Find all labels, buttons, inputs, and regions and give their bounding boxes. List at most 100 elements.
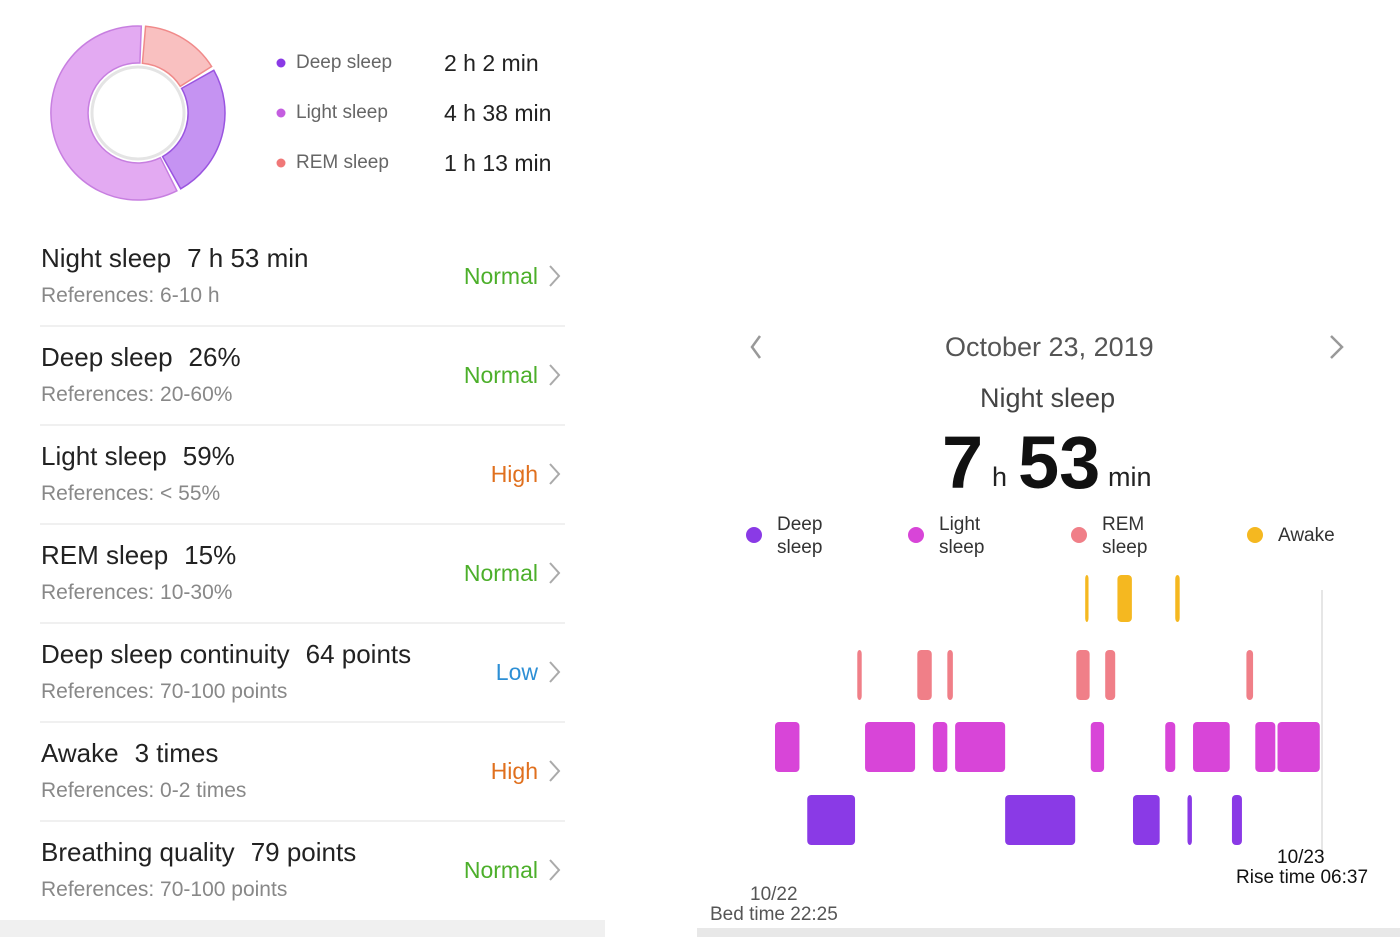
donut-segment: [161, 69, 226, 190]
chevron: [549, 859, 561, 881]
metric-value: 26%: [188, 342, 241, 372]
metric-status[interactable]: Normal: [463, 857, 538, 883]
metric-title-text: Awake: [41, 738, 119, 768]
metric-title-text: REM sleep: [41, 540, 169, 570]
metric-status[interactable]: Normal: [463, 362, 538, 388]
metric-status[interactable]: Low: [495, 659, 538, 685]
metric-reference: References: 0-2 times: [41, 779, 247, 802]
metric-title-text: Breathing quality: [41, 837, 235, 867]
legend-dot: [276, 58, 286, 68]
metric-title-text: Light sleep: [41, 441, 167, 471]
legend-dot: [276, 108, 286, 118]
metric-status[interactable]: Normal: [463, 560, 538, 586]
sleep-segment: [1193, 722, 1230, 772]
sleep-segment: [947, 650, 953, 700]
sleep-segment: [1255, 722, 1276, 772]
legend-label: Deep sleep: [777, 514, 823, 558]
legend-value: 1 h 13 min: [444, 150, 552, 176]
metric-title-text: Deep sleep continuity: [41, 639, 290, 669]
metric-value: 79 points: [250, 837, 357, 867]
end-label: Rise time 06:37: [1236, 867, 1369, 888]
legend-label: Deep sleep: [296, 52, 393, 73]
metric-value: 7 h 53 min: [187, 243, 309, 273]
end-date: 10/23: [1277, 847, 1325, 868]
legend-label: Awake: [1278, 525, 1335, 546]
legend-label: REM sleep: [1102, 514, 1148, 558]
sleep-segment: [1187, 795, 1192, 845]
metric-title: Deep sleep 26%: [41, 342, 241, 373]
sleep-segment: [1165, 722, 1176, 772]
sleep-segment: [775, 722, 800, 772]
start-date: 10/22: [750, 884, 798, 905]
metric-reference: References: < 55%: [41, 482, 221, 505]
legend-label: Light sleep: [296, 102, 388, 123]
chevron: [549, 364, 561, 386]
sleep-segment: [1005, 795, 1076, 845]
metric-status[interactable]: Normal: [463, 263, 538, 289]
chevron: [549, 265, 561, 287]
donut-segment: [50, 25, 178, 201]
legend-dot: [746, 527, 762, 543]
metric-title-text: Night sleep: [41, 243, 172, 273]
sleep-segment: [1132, 795, 1160, 845]
metric-value: 15%: [184, 540, 237, 570]
sleep-segment: [1277, 722, 1320, 772]
metric-reference: References: 70-100 points: [41, 680, 288, 703]
sleep-segment: [1175, 575, 1180, 622]
sleep-segment: [1246, 650, 1254, 700]
sleep-segment: [865, 722, 916, 772]
metric-title: Light sleep 59%: [41, 441, 235, 472]
metric-title: Breathing quality 79 points: [41, 837, 356, 868]
legend-value: 4 h 38 min: [444, 100, 552, 126]
next-arrow[interactable]: [1330, 335, 1344, 359]
sleep-segment: [917, 650, 932, 700]
metric-reference: References: 20-60%: [41, 383, 233, 406]
legend-dot: [1247, 527, 1263, 543]
detail-title: Night sleep: [980, 383, 1116, 413]
duration-minutes: 53: [1018, 421, 1101, 504]
metric-title: Deep sleep continuity 64 points: [41, 639, 411, 670]
chevron: [549, 562, 561, 584]
metric-title: Night sleep 7 h 53 min: [41, 243, 308, 274]
date: October 23, 2019: [945, 332, 1154, 362]
metric-status[interactable]: High: [490, 461, 538, 487]
duration-unit: h: [992, 462, 1008, 492]
metric-title-text: Deep sleep: [41, 342, 173, 372]
legend-dot: [1071, 527, 1087, 543]
metric-title: REM sleep 15%: [41, 540, 236, 571]
donut-segment: [141, 25, 213, 88]
bottom-bar: [697, 928, 1400, 937]
sleep-segment: [1090, 722, 1105, 772]
metric-reference: References: 6-10 h: [41, 284, 220, 307]
chevron: [549, 661, 561, 683]
metric-value: 3 times: [134, 738, 219, 768]
chevron: [549, 760, 561, 782]
chevron: [549, 463, 561, 485]
metric-status[interactable]: High: [490, 758, 538, 784]
metric-reference: References: 70-100 points: [41, 878, 288, 901]
legend-value: 2 h 2 min: [444, 50, 539, 76]
metric-title: Awake 3 times: [41, 738, 218, 769]
bottom-bar: [0, 920, 605, 937]
legend-label: Light sleep: [939, 514, 985, 558]
sleep-segment: [1076, 650, 1090, 700]
sleep-segment: [955, 722, 1006, 772]
metric-value: 59%: [182, 441, 235, 471]
metric-reference: References: 10-30%: [41, 581, 233, 604]
duration-unit: min: [1108, 462, 1152, 492]
sleep-segment: [1105, 650, 1116, 700]
metric-value: 64 points: [305, 639, 412, 669]
duration-hours: 7: [942, 421, 984, 504]
donut-inner-ring: [90, 65, 186, 161]
sleep-segment: [1117, 575, 1132, 622]
sleep-segment: [1085, 575, 1089, 622]
legend-dot: [276, 158, 286, 168]
prev-arrow[interactable]: [750, 335, 762, 359]
legend-dot: [908, 527, 924, 543]
sleep-segment: [857, 650, 862, 700]
legend-label: REM sleep: [296, 152, 389, 173]
sleep-segment: [932, 722, 948, 772]
sleep-segment: [1231, 795, 1242, 845]
